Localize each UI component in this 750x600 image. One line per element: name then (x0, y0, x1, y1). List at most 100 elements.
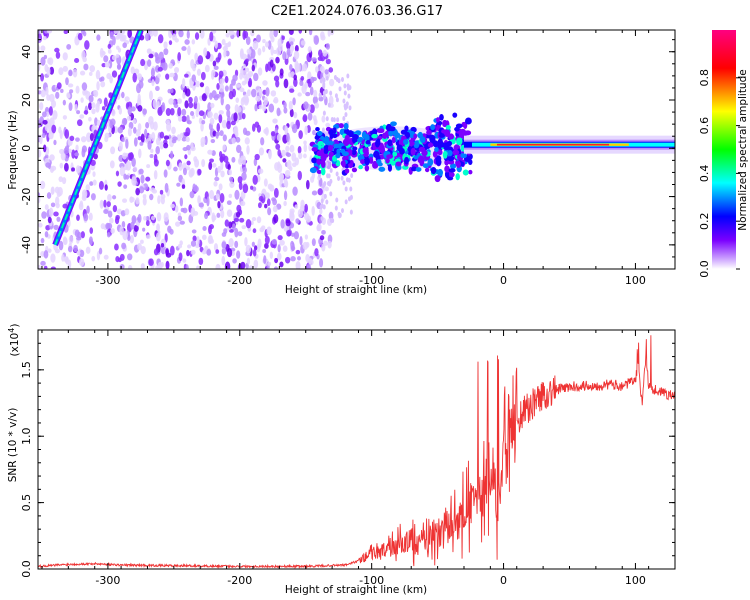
spectral-speck (329, 167, 333, 173)
spectral-speck (196, 80, 200, 88)
spectral-speck (188, 102, 194, 109)
spectral-speck (304, 81, 308, 89)
spectral-speck (38, 264, 41, 269)
spectral-speck (75, 137, 80, 142)
spectral-speck (179, 132, 184, 139)
snr-series-line (38, 335, 675, 569)
spectral-speck (209, 117, 215, 125)
spectral-speck (185, 88, 191, 97)
cluster-blob (430, 124, 436, 131)
cluster-blob (376, 138, 381, 147)
spectral-speck (59, 162, 64, 169)
spectral-speck (64, 162, 69, 172)
spectral-speck (169, 107, 175, 116)
spectral-speck (165, 73, 170, 80)
spectral-speck (116, 45, 120, 50)
spectral-speck (51, 124, 57, 134)
spectral-speck (58, 126, 62, 134)
spectral-speck (273, 214, 279, 224)
spectral-speck (228, 30, 234, 36)
spectral-speck (251, 217, 257, 222)
spectral-speck (330, 116, 334, 122)
spectral-speck (44, 204, 49, 211)
spectral-speck (92, 171, 96, 177)
spectral-speck (235, 97, 240, 103)
spectral-speck (275, 56, 280, 64)
spectral-speck (222, 144, 226, 151)
spectral-speck (83, 213, 89, 222)
spectral-speck (310, 175, 315, 183)
spectral-speck (305, 91, 311, 97)
spectral-speck (122, 230, 128, 241)
spectral-speck (64, 129, 70, 139)
snr-x-tick-label: -300 (95, 574, 120, 587)
spectral-speck (55, 51, 61, 59)
spectral-speck (121, 136, 125, 143)
spectral-speck (336, 117, 340, 123)
spectral-speck (293, 77, 298, 87)
cluster-blob (454, 126, 460, 132)
spectral-speck (209, 31, 214, 42)
spectral-speck (168, 98, 174, 105)
spectral-speck (145, 176, 151, 182)
spectral-speck (284, 125, 289, 136)
spectral-speck (250, 49, 256, 59)
spectral-speck (202, 225, 207, 231)
spectral-speck (190, 110, 195, 116)
spectral-speck (96, 81, 100, 91)
spectral-speck (38, 30, 41, 35)
spectral-speck (115, 170, 120, 177)
snr-axes: -300 -200 -100 0 100 0.0 0.5 1.0 1.5 (20, 330, 676, 587)
spectral-speck (324, 186, 329, 192)
cluster-blob (422, 163, 429, 169)
spec-x-tick-label: 0 (500, 274, 507, 287)
spectral-speck (279, 239, 285, 246)
cluster-blob (364, 164, 370, 172)
spectral-speck (213, 243, 219, 252)
cluster-blob (437, 149, 443, 156)
spectral-speck (241, 70, 247, 79)
spectral-speck (200, 137, 206, 146)
spectral-speck (104, 184, 108, 191)
spectral-speck (210, 139, 216, 144)
cluster-blob (404, 125, 409, 132)
spectral-speck (40, 89, 46, 98)
cluster-blob (364, 157, 370, 166)
spectral-speck (185, 136, 190, 143)
spectral-speck (297, 92, 302, 97)
spectral-speck (234, 189, 240, 200)
spectral-speck (180, 207, 185, 213)
spectral-speck (323, 240, 328, 246)
spectral-speck (327, 30, 331, 37)
spectral-speck (282, 158, 287, 163)
spectral-speck (125, 174, 130, 180)
spectral-speck (170, 203, 175, 209)
cluster-blob (464, 130, 472, 136)
spectral-speck (65, 77, 69, 86)
spectral-speck (313, 118, 318, 126)
cluster-blob (456, 137, 463, 146)
spectral-speck (262, 38, 266, 44)
spectral-speck (237, 176, 243, 184)
cluster-blob (329, 132, 334, 140)
spectral-speck (103, 254, 109, 260)
spec-x-tick-label: -300 (95, 274, 120, 287)
figure-title: C2E1.2024.076.03.36.G17 (271, 4, 443, 19)
spectral-speck (177, 98, 182, 104)
spectral-speck (228, 193, 233, 198)
spectral-speck (253, 72, 259, 82)
cluster-blob (378, 166, 386, 172)
spectral-speck (137, 105, 143, 112)
spectral-speck (285, 145, 290, 153)
spectral-speck (329, 90, 333, 96)
spectral-speck (269, 57, 275, 62)
spectral-speck (118, 257, 122, 263)
cluster-blob (328, 151, 334, 158)
spectral-speck (62, 65, 69, 72)
spectral-speck (226, 200, 232, 206)
spectral-speck (42, 36, 47, 41)
spectral-speck (347, 177, 351, 183)
cluster-blob (316, 158, 321, 165)
spectral-speck (67, 148, 73, 154)
spectral-speck (149, 153, 154, 159)
